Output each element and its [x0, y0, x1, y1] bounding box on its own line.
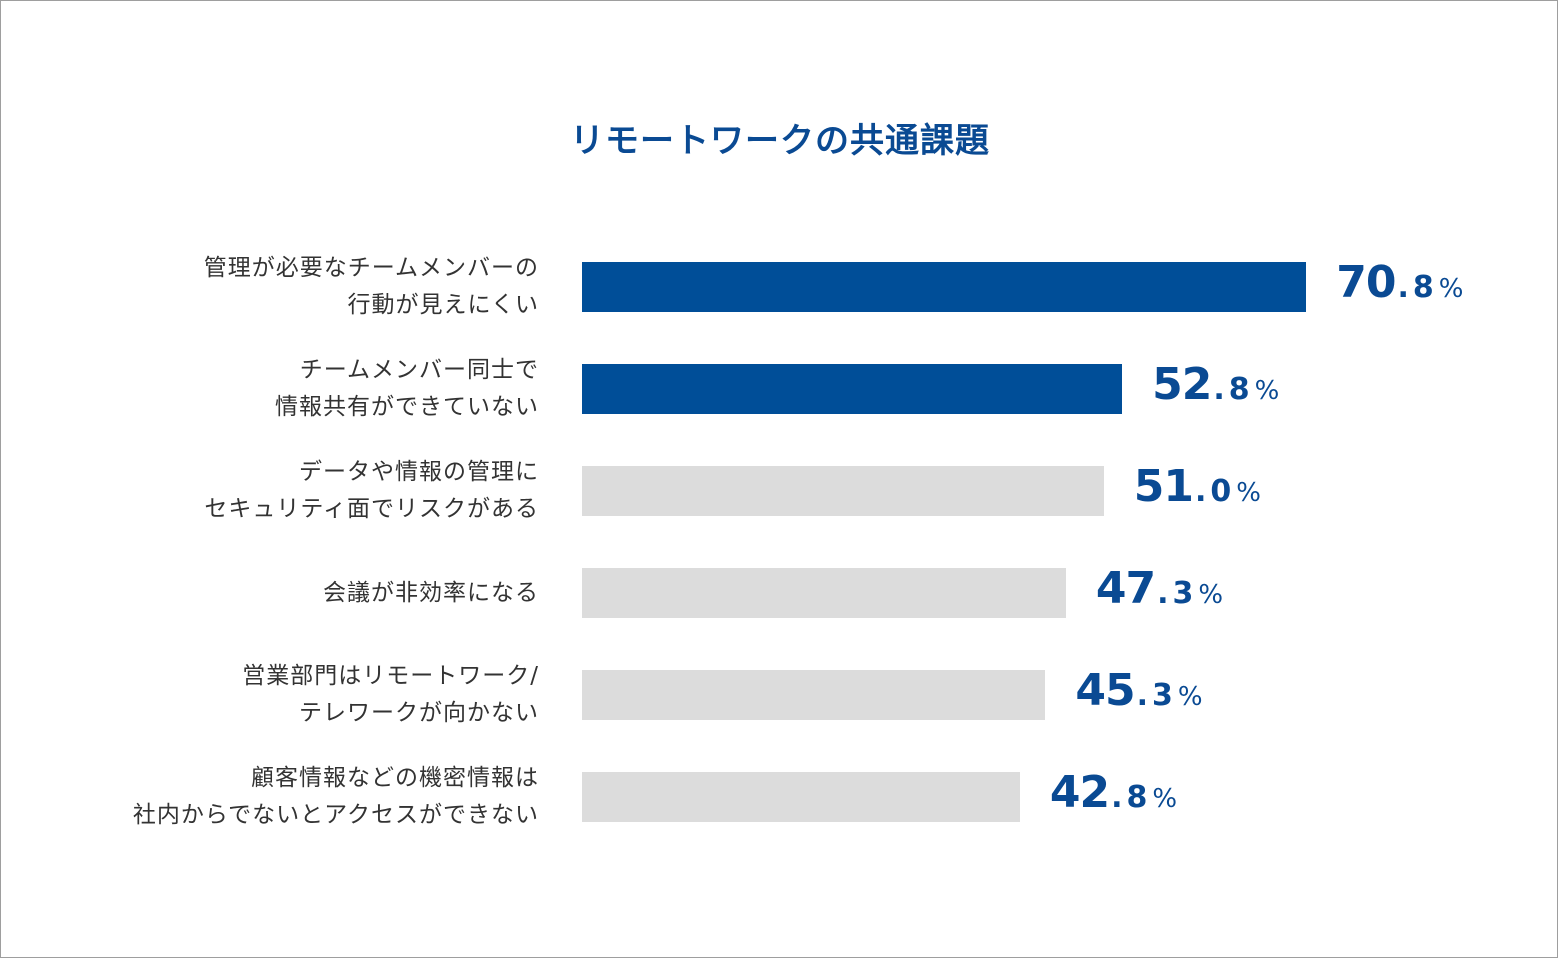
category-label-line: 行動が見えにくい [347, 292, 539, 318]
value-label: 47.3% [1096, 563, 1223, 614]
value-percent-sign: % [1438, 274, 1464, 304]
value-label: 70.8% [1336, 257, 1463, 308]
bar [582, 364, 1123, 414]
chart-title: リモートワークの共通課題 [570, 121, 990, 161]
value-percent-sign: % [1198, 580, 1224, 610]
bar [582, 568, 1066, 618]
category-label-line: 営業部門はリモートワーク/ [242, 663, 539, 689]
value-percent-sign: % [1177, 682, 1203, 712]
value-label: 51.0% [1134, 461, 1261, 512]
value-percent-sign: % [1236, 478, 1261, 508]
category-label-line: 情報共有ができていない [275, 394, 539, 420]
value-integer: 51 [1133, 461, 1194, 512]
value-integer: 70 [1336, 257, 1396, 308]
category-label-line: データや情報の管理に [299, 459, 539, 485]
category-label-line: テレワークが向かない [299, 700, 539, 726]
bar [582, 670, 1046, 720]
bar [582, 262, 1307, 312]
category-label: データや情報の管理にセキュリティ面でリスクがある [19, 454, 539, 528]
category-label: 営業部門はリモートワーク/テレワークが向かない [19, 658, 539, 732]
category-label: チームメンバー同士で情報共有ができていない [19, 352, 539, 426]
category-label-line: セキュリティ面でリスクがある [204, 496, 539, 522]
value-integer: 42 [1049, 767, 1110, 818]
category-label: 会議が非効率になる [19, 575, 539, 612]
category-label-line: 社内からでないとアクセスができない [132, 802, 539, 828]
category-label-line: 顧客情報などの機密情報は [251, 765, 539, 791]
value-integer: 52 [1152, 359, 1212, 410]
value-decimal: .8 [1397, 270, 1438, 305]
value-label: 52.8% [1152, 359, 1279, 410]
value-decimal: .8 [1111, 780, 1152, 815]
category-label: 管理が必要なチームメンバーの行動が見えにくい [19, 250, 539, 324]
value-label: 45.3% [1075, 665, 1202, 716]
value-percent-sign: % [1152, 784, 1178, 814]
category-label-line: 管理が必要なチームメンバーの [203, 255, 539, 281]
value-decimal: .3 [1136, 678, 1177, 713]
bar [582, 466, 1104, 516]
category-label-line: 会議が非効率になる [323, 579, 539, 606]
category-label-line: チームメンバー同士で [299, 357, 539, 383]
value-integer: 45 [1075, 665, 1135, 716]
value-decimal: .8 [1213, 372, 1254, 407]
bar [582, 772, 1020, 822]
value-decimal: .0 [1194, 474, 1236, 509]
value-label: 42.8% [1050, 767, 1177, 818]
value-percent-sign: % [1254, 376, 1280, 406]
value-integer: 47 [1095, 563, 1156, 614]
category-label: 顧客情報などの機密情報は社内からでないとアクセスができない [19, 760, 539, 834]
value-decimal: .3 [1157, 576, 1198, 611]
